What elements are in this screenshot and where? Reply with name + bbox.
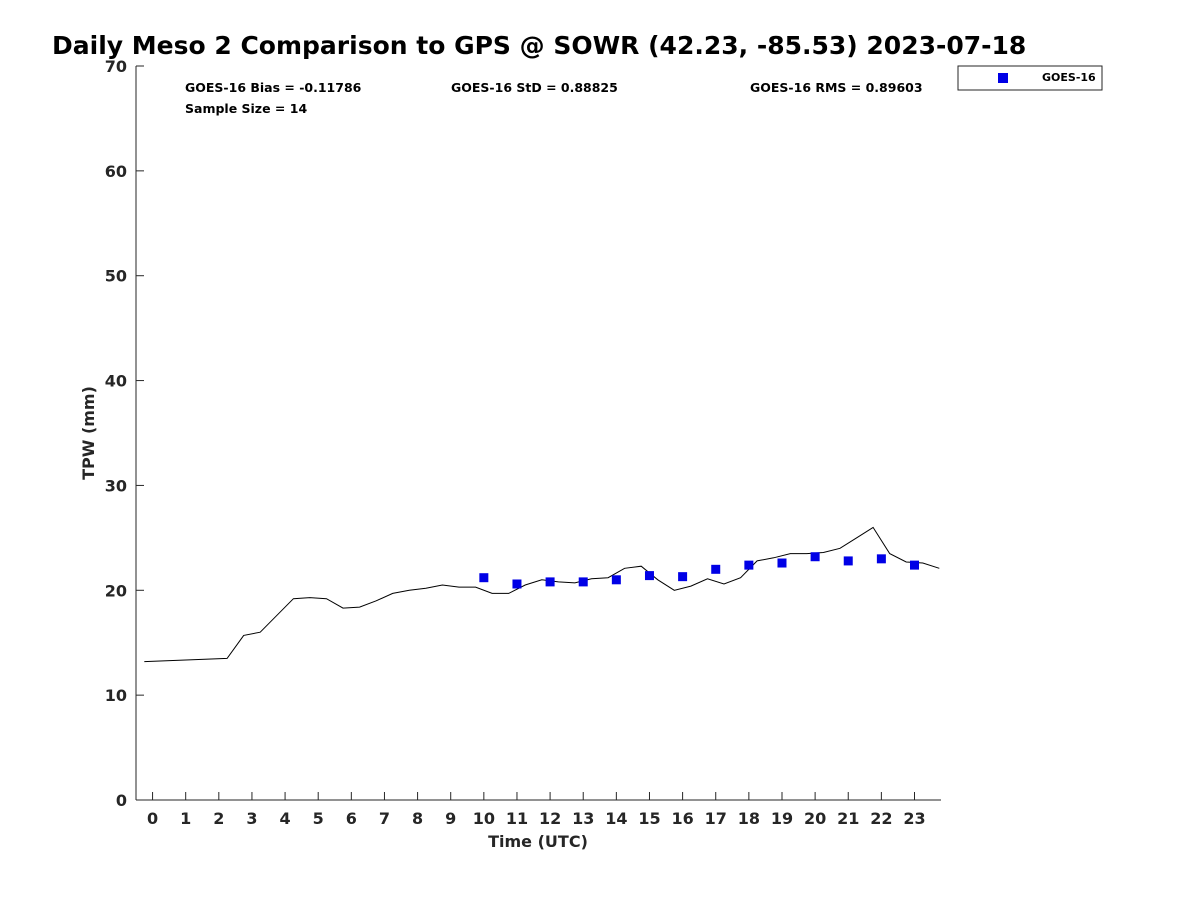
x-tick-label: 1 (180, 809, 191, 828)
x-tick-label: 0 (147, 809, 158, 828)
x-tick-label: 8 (412, 809, 423, 828)
y-tick-label: 70 (105, 57, 127, 76)
goes16-point (479, 573, 489, 583)
y-tick-label: 50 (105, 267, 127, 286)
goes16-point (545, 577, 555, 587)
y-tick-label: 30 (105, 476, 127, 495)
goes16-point (876, 554, 886, 564)
goes16-point (843, 556, 853, 566)
rms-stat: GOES-16 RMS = 0.89603 (750, 80, 923, 95)
series-layer (144, 526, 940, 663)
goes16-point (810, 552, 820, 562)
goes16-point (611, 575, 621, 585)
x-tick-label: 4 (280, 809, 291, 828)
y-tick-label: 0 (116, 791, 127, 810)
x-tick-label: 23 (903, 809, 925, 828)
goes16-point (512, 579, 522, 589)
legend-label-goes16: GOES-16 (1042, 71, 1096, 84)
x-tick-label: 2 (213, 809, 224, 828)
plot-area: 0 1 2 3 4 5 6 7 8 9 10 11 12 13 14 15 16 17 18 19 20 21 22 23 0… (105, 57, 941, 828)
x-tick-label: 6 (346, 809, 357, 828)
sample-size-stat: Sample Size = 14 (185, 101, 307, 116)
x-tick-label: 9 (445, 809, 456, 828)
x-tick-label: 17 (705, 809, 727, 828)
x-tick-label: 15 (638, 809, 660, 828)
y-tick-label: 60 (105, 162, 127, 181)
x-tick-label: 5 (313, 809, 324, 828)
y-tick-label: 10 (105, 686, 127, 705)
y-axis-label: TPW (mm) (79, 386, 98, 480)
chart-title: Daily Meso 2 Comparison to GPS @ SOWR (4… (52, 31, 1026, 60)
y-tick-label: 40 (105, 372, 127, 391)
gps-series-line (144, 526, 940, 663)
x-tick-label: 12 (539, 809, 561, 828)
x-axis-ticks: 0 1 2 3 4 5 6 7 8 9 10 11 12 13 14 15 16 17 18 19 20 21 22 23 (147, 792, 926, 828)
goes16-point (909, 560, 919, 570)
goes16-point (644, 571, 654, 581)
legend-marker-goes16 (998, 73, 1008, 83)
x-tick-label: 18 (738, 809, 760, 828)
x-tick-label: 3 (246, 809, 257, 828)
x-tick-label: 19 (771, 809, 793, 828)
x-tick-label: 20 (804, 809, 826, 828)
goes16-point (744, 560, 754, 570)
goes16-point (777, 558, 787, 568)
y-axis-ticks: 0 10 20 30 40 50 60 70 (105, 57, 144, 810)
x-tick-label: 10 (473, 809, 495, 828)
goes16-point (578, 577, 588, 587)
x-tick-label: 11 (506, 809, 528, 828)
legend-box (957, 65, 1103, 91)
goes16-point (678, 572, 688, 582)
x-tick-label: 14 (605, 809, 627, 828)
std-stat: GOES-16 StD = 0.88825 (451, 80, 618, 95)
x-tick-label: 7 (379, 809, 390, 828)
y-tick-label: 20 (105, 581, 127, 600)
x-tick-label: 22 (870, 809, 892, 828)
x-axis-label: Time (UTC) (488, 832, 588, 851)
x-tick-label: 13 (572, 809, 594, 828)
x-tick-label: 16 (671, 809, 693, 828)
legend: GOES-16 (957, 65, 1103, 91)
bias-stat: GOES-16 Bias = -0.11786 (185, 80, 362, 95)
goes16-point (711, 564, 721, 574)
x-tick-label: 21 (837, 809, 859, 828)
